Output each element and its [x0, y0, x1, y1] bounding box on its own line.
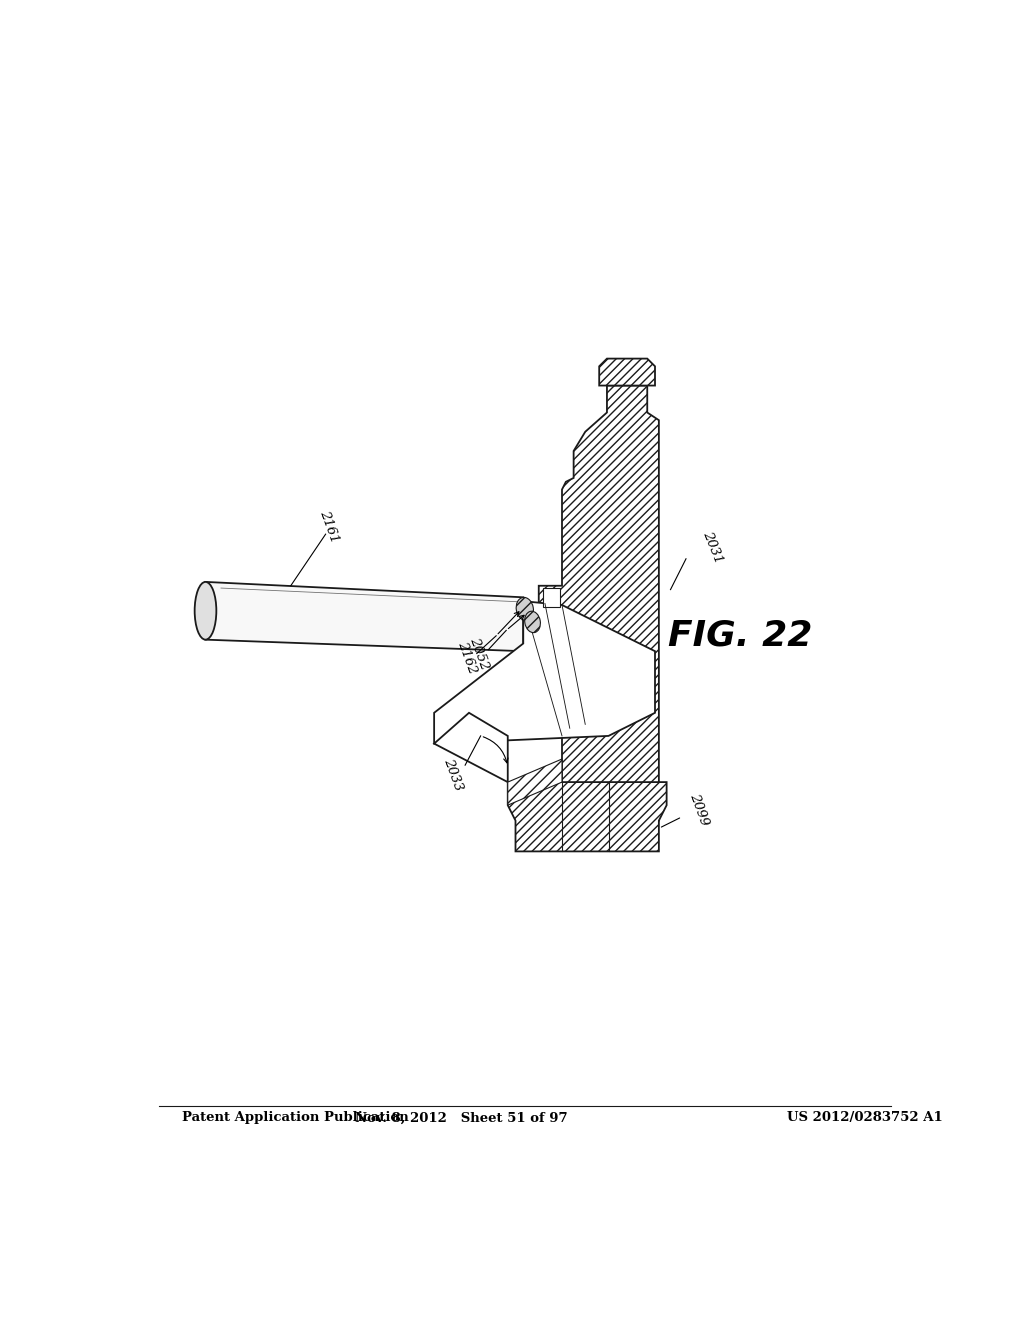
- Text: Nov. 8, 2012   Sheet 51 of 97: Nov. 8, 2012 Sheet 51 of 97: [355, 1111, 567, 1125]
- Ellipse shape: [524, 611, 541, 632]
- Polygon shape: [434, 713, 508, 781]
- Text: FIG. 22: FIG. 22: [668, 619, 812, 653]
- Polygon shape: [508, 759, 562, 805]
- Polygon shape: [434, 601, 655, 743]
- Text: 2033: 2033: [441, 756, 465, 792]
- Text: Patent Application Publication: Patent Application Publication: [182, 1111, 409, 1125]
- Text: 2161: 2161: [317, 508, 341, 544]
- Text: 2052: 2052: [467, 635, 490, 672]
- Text: US 2012/0283752 A1: US 2012/0283752 A1: [786, 1111, 942, 1125]
- Text: 2099: 2099: [687, 791, 711, 828]
- Polygon shape: [599, 359, 655, 385]
- Ellipse shape: [516, 598, 534, 620]
- Polygon shape: [539, 385, 658, 821]
- Polygon shape: [206, 582, 523, 651]
- Ellipse shape: [195, 582, 216, 640]
- Polygon shape: [508, 781, 667, 851]
- Text: 2031: 2031: [700, 529, 725, 565]
- Text: 2162: 2162: [456, 639, 479, 676]
- Polygon shape: [543, 589, 560, 607]
